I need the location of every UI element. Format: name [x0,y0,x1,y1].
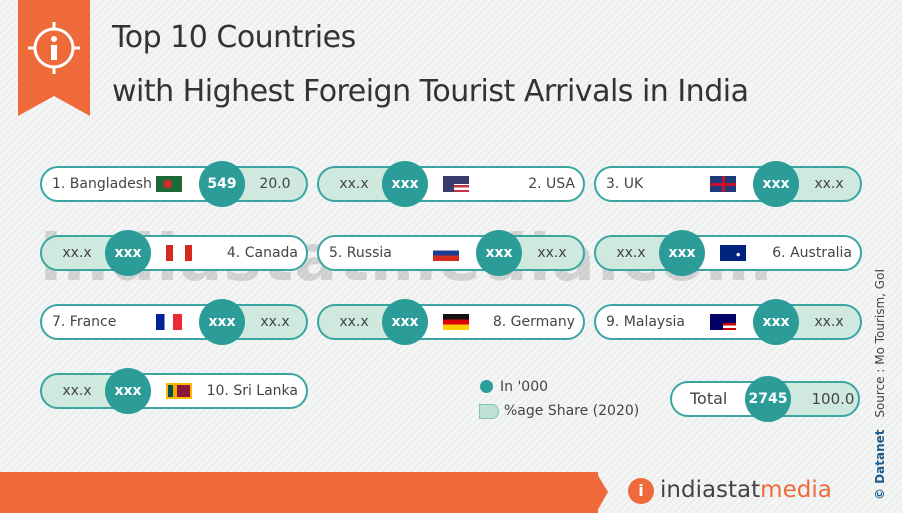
share: xx.x [537,245,567,261]
footer-bar [0,472,598,513]
country-name: 9. Malaysia [606,314,685,330]
value-circle: xxx [476,230,522,276]
country-name: 7. France [52,314,117,330]
flag [166,383,192,399]
country-name: 5. Russia [329,245,392,261]
value-circle: xxx [105,368,151,414]
flag [443,314,469,330]
country-name: 4. Canada [226,245,298,261]
legend-label: %age Share (2020) [504,403,640,419]
value-circle: xxx [382,161,428,207]
share: xx.x [814,314,844,330]
brand: © Datanet [873,429,887,501]
flag [433,245,459,261]
logo-text: media [760,477,832,503]
total-share: 100.0 [811,390,855,408]
flag [710,314,736,330]
value-circle: 549 [199,161,245,207]
country-pill [40,166,308,202]
share: xx.x [339,314,369,330]
country-name: 3. UK [606,176,644,192]
legend-swatch [479,404,499,419]
source: Source : Mo Tourism, GoI [873,269,887,418]
share: xx.x [260,314,290,330]
share: xx.x [616,245,646,261]
country-name: 10. Sri Lanka [206,383,298,399]
share: xx.x [339,176,369,192]
country-name: 1. Bangladesh [52,176,152,192]
title: with Highest Foreign Tourist Arrivals in… [112,74,749,109]
value-circle: xxx [753,299,799,345]
country-name: 2. USA [528,176,575,192]
country-name: 6. Australia [772,245,852,261]
credits: © Datanet Source : Mo Tourism, GoI [873,269,887,500]
flag [156,176,182,192]
title: Top 10 Countries [112,20,356,55]
flag [156,314,182,330]
flag [443,176,469,192]
flag [710,176,736,192]
footer-logo: indiastatmedia [660,477,832,503]
total-value: 2745 [745,376,791,422]
value-circle: xxx [659,230,705,276]
share: xx.x [814,176,844,192]
value-circle: xxx [199,299,245,345]
share: 20.0 [259,176,291,192]
value-circle: xxx [105,230,151,276]
flag [166,245,192,261]
legend-dot [480,380,493,393]
share: xx.x [62,245,92,261]
footer-arrow [596,472,608,513]
value-circle: xxx [753,161,799,207]
legend-label: In '000 [500,379,549,395]
share: xx.x [62,383,92,399]
flag [720,245,746,261]
logo-icon: i [628,478,654,504]
logo-text: indiastat [660,477,761,503]
total-label: Total [690,389,728,408]
country-name: 8. Germany [492,314,575,330]
value-circle: xxx [382,299,428,345]
info-ribbon [18,0,90,116]
